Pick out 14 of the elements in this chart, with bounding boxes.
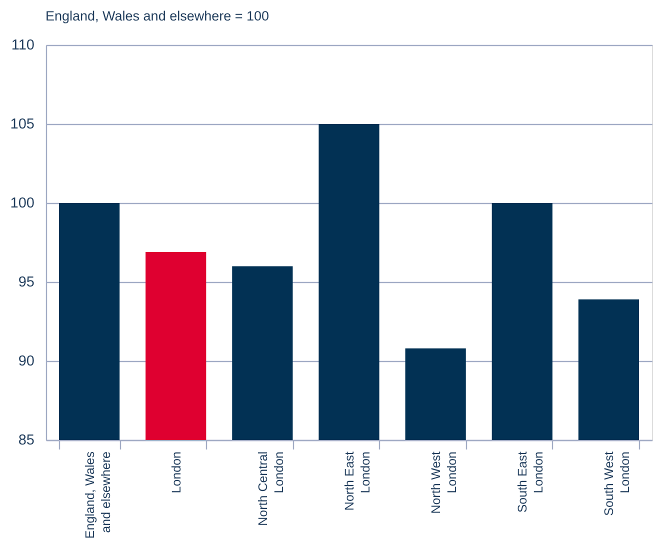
- y-tick-label: 105: [10, 116, 34, 132]
- x-tick-label: North East London: [342, 450, 372, 511]
- x-tick-label: South West London: [602, 450, 632, 516]
- x-tick-label: London: [169, 451, 184, 494]
- y-axis-title: England, Wales and elsewhere = 100: [46, 8, 270, 24]
- x-tick-label: England, Wales and elsewhere: [82, 451, 113, 539]
- y-tick-label: 95: [18, 274, 34, 290]
- x-tick-label: South East London: [516, 450, 546, 513]
- x-tick-label: North West London: [429, 450, 460, 514]
- y-tick-label: 100: [10, 196, 34, 212]
- y-tick-label: 110: [11, 38, 34, 54]
- y-tick-label: 90: [18, 354, 34, 370]
- x-tick-label: North Central London: [256, 451, 286, 526]
- y-tick-label: 85: [18, 432, 34, 448]
